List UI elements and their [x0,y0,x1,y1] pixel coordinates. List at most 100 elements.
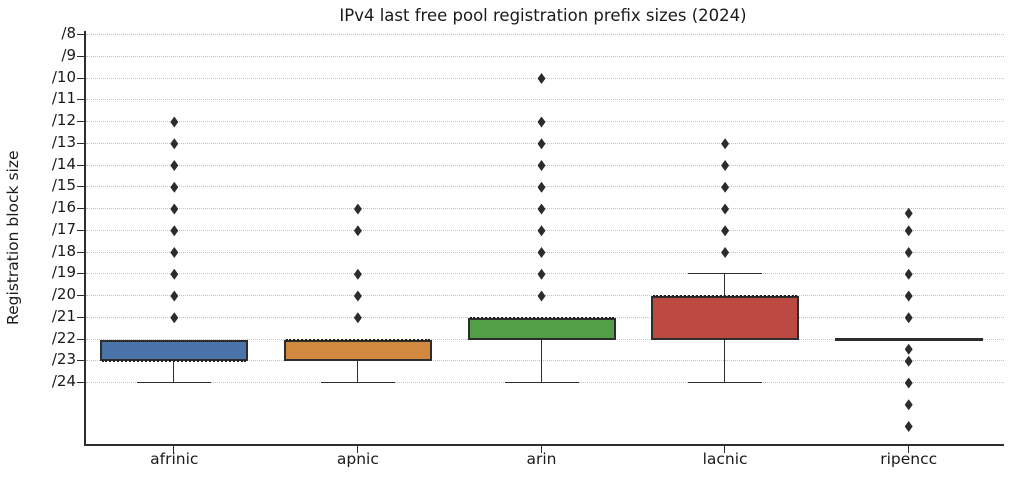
outlier-marker [170,160,179,171]
x-tick-mark [540,446,542,453]
y-tick-label: /8 [61,24,76,42]
y-tick-mark [77,121,85,122]
y-tick-mark [77,251,85,253]
upper-whisker [724,274,726,296]
outlier-marker [353,268,362,280]
y-tick-label: /18 [51,241,76,260]
outlier-marker [537,247,546,258]
outlier-marker [904,421,913,432]
outlier-marker [537,138,546,150]
gridline [86,55,1004,57]
outlier-marker [353,290,362,302]
outlier-marker [904,290,913,302]
x-tick-label: ripencc [880,450,938,468]
lower-whisker [540,339,542,383]
outlier-marker [904,355,913,367]
x-tick-mark [356,446,358,453]
y-tick-label: /15 [51,176,76,195]
outlier-marker [353,203,362,215]
outlier-marker [537,290,546,302]
outlier-marker [170,247,179,258]
y-tick-label: /19 [51,263,76,282]
y-tick-label: /24 [51,372,76,390]
outlier-marker [353,225,362,237]
upper-whisker-cap [688,273,763,275]
outlier-marker [537,73,546,84]
x-tick-label: arin [526,450,557,468]
lower-whisker [356,361,358,383]
median-line [469,316,614,319]
outlier-marker [721,203,730,215]
y-tick-label: /20 [51,285,76,303]
outlier-marker [170,225,179,237]
outlier-marker [537,116,546,128]
median-line [285,338,430,341]
outlier-marker [904,247,913,258]
y-tick-mark [77,316,85,318]
y-tick-mark [77,142,85,144]
outlier-marker [904,207,913,219]
box-arin [467,317,616,340]
lower-whisker-cap [504,382,579,383]
y-tick-mark [77,295,85,296]
y-tick-label: /21 [51,306,76,325]
chart-title: IPv4 last free pool registration prefix … [339,6,747,25]
y-tick-mark [77,99,85,101]
outlier-marker [537,160,546,171]
outlier-marker [170,290,179,302]
plot-area: /8/9/10/11/12/13/14/15/16/17/18/19/20/21… [52,24,1004,468]
outlier-marker [170,203,179,215]
x-tick-label: apnic [336,450,379,468]
lower-whisker-cap [688,382,763,383]
outlier-marker [170,268,179,280]
box-afrinic [100,339,249,362]
outlier-marker [904,312,913,324]
y-tick-label: /16 [51,198,76,216]
y-tick-mark [77,360,85,362]
outlier-marker [537,268,546,280]
box-apnic [283,339,432,362]
median-line [653,295,798,297]
y-tick-mark [77,164,85,166]
outlier-marker [904,377,913,389]
outlier-marker [721,138,730,150]
outlier-marker [904,225,913,237]
x-tick-mark [724,446,726,453]
y-tick-label: /13 [51,132,76,151]
median-line [102,360,247,363]
y-tick-mark [77,77,85,79]
lower-whisker-cap [137,382,212,383]
y-tick-mark [77,186,85,188]
y-tick-label: /22 [51,328,76,347]
outlier-marker [170,138,179,150]
y-tick-label: /17 [51,219,76,238]
x-tick-mark [173,446,175,453]
outlier-marker [353,312,362,324]
y-tick-label: /23 [51,350,76,369]
outlier-marker [170,181,179,193]
lower-whisker [724,339,726,383]
x-tick-mark [907,446,909,453]
y-tick-mark [77,229,85,231]
y-tick-mark [77,338,85,340]
y-tick-mark [77,208,85,209]
outlier-marker [904,268,913,280]
outlier-marker [537,225,546,237]
x-tick-label: lacnic [702,450,748,468]
gridline [86,34,1004,35]
y-tick-mark [77,55,85,57]
lower-whisker [173,361,175,383]
outlier-marker [904,399,913,411]
outlier-marker [170,312,179,324]
outlier-marker [904,343,913,355]
outlier-marker [537,203,546,215]
y-tick-label: /10 [51,67,76,86]
x-tick-label: afrinic [150,450,199,468]
y-tick-label: /12 [51,111,76,129]
outlier-marker [721,181,730,193]
lower-whisker-cap [320,382,395,383]
y-tick-label: /9 [61,45,76,64]
outlier-marker [170,116,179,128]
outlier-marker [721,247,730,258]
outlier-marker [721,160,730,171]
